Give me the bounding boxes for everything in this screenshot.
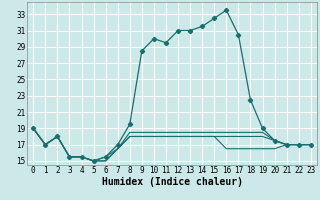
X-axis label: Humidex (Indice chaleur): Humidex (Indice chaleur) (101, 177, 243, 187)
